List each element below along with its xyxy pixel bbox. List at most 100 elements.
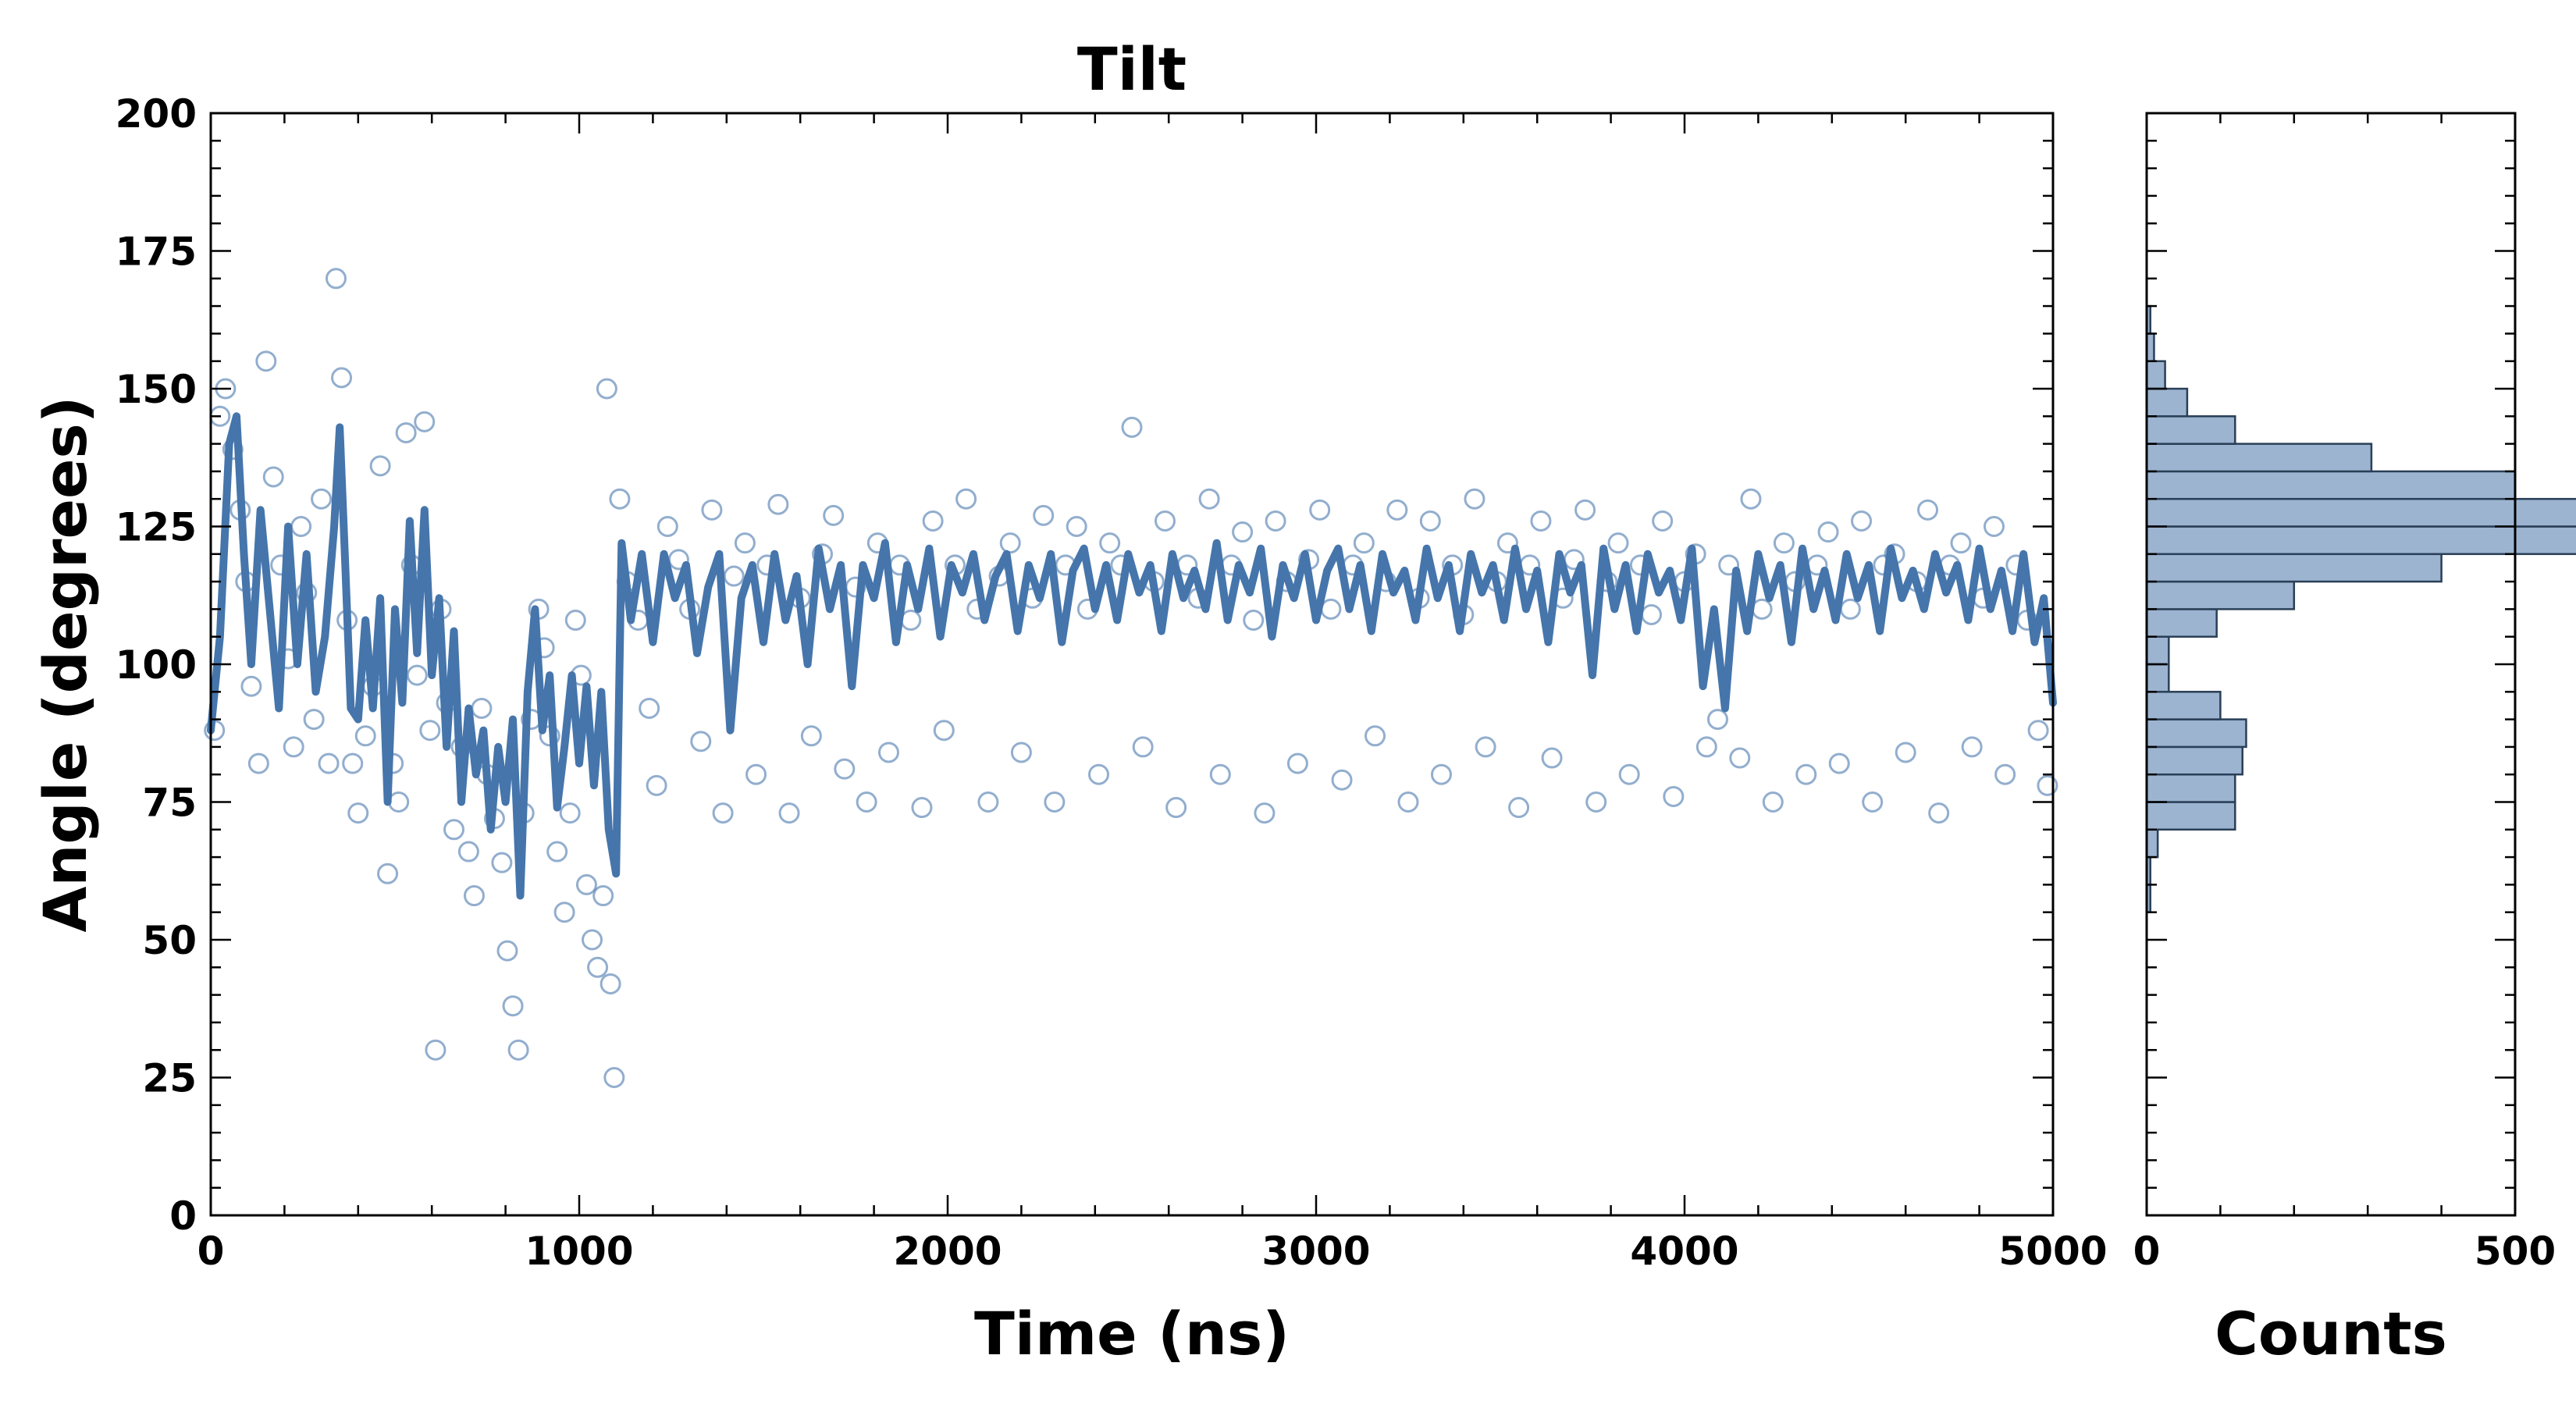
histogram-bar	[2145, 691, 2222, 720]
scatter-point	[1862, 791, 1884, 813]
scatter-point	[823, 504, 845, 526]
scatter-point	[911, 797, 933, 819]
scatter-point	[262, 466, 284, 488]
histogram-bar	[2145, 635, 2170, 666]
x-tick-label: 4000	[1630, 1229, 1738, 1274]
y-tick-label: 50	[142, 918, 197, 963]
scatter-point	[1773, 532, 1795, 554]
scatter-point	[377, 863, 399, 884]
x-tick-label: 2000	[893, 1229, 1002, 1274]
scatter-point	[443, 819, 465, 841]
x-tick-label: 1000	[525, 1229, 633, 1274]
scatter-point	[723, 565, 745, 587]
scatter-point	[1663, 785, 1685, 807]
scatter-point	[1917, 499, 1939, 521]
scatter-point	[712, 802, 734, 824]
scatter-point	[1121, 416, 1143, 438]
histogram-bar	[2145, 745, 2243, 776]
scatter-point	[240, 675, 262, 697]
histogram-bars	[2145, 304, 2576, 913]
scatter-point	[656, 516, 678, 537]
scatter-point	[1464, 488, 1485, 510]
scatter-point	[331, 367, 353, 389]
scatter-point	[1265, 510, 1286, 532]
scatter-point	[1066, 516, 1087, 537]
scatter-point	[933, 720, 955, 742]
scatter-point	[1254, 802, 1276, 824]
scatter-point	[564, 610, 586, 631]
scatter-point	[1232, 521, 1254, 543]
scatter-point	[1475, 736, 1496, 758]
scatter-point	[1320, 598, 1342, 620]
scatter-point	[1530, 510, 1552, 532]
scatter-point	[834, 758, 856, 780]
scatter-point	[369, 455, 391, 477]
scatter-point	[1397, 791, 1419, 813]
main-axis-ticks	[209, 112, 2055, 1217]
scatter-point	[1762, 791, 1784, 813]
scatter-point	[1574, 499, 1596, 521]
scatter-point	[1099, 532, 1121, 554]
scatter-point	[1729, 747, 1751, 769]
scatter-point	[596, 378, 617, 400]
scatter-point	[496, 940, 518, 962]
scatter-point	[457, 841, 479, 863]
scatter-point	[1496, 532, 1518, 554]
time-series-chart: Tilt 0 1000 2000 3000 4000 5000 0 25 50 75 100 125…	[30, 34, 2108, 1368]
y-tick-label: 25	[142, 1056, 197, 1101]
scatter-point	[491, 852, 513, 873]
scatter-point	[1607, 532, 1629, 554]
scatter-point	[1851, 510, 1873, 532]
histogram-bar	[2145, 387, 2189, 418]
scatter-point	[701, 499, 723, 521]
y-tick-label: 0	[169, 1193, 197, 1239]
scatter-point	[1718, 554, 1740, 576]
scatter-point	[255, 350, 277, 372]
scatter-point	[609, 488, 631, 510]
scatter-point	[1652, 510, 1674, 532]
histogram-bar	[2145, 497, 2576, 528]
scatter-point	[999, 532, 1021, 554]
scatter-point	[1033, 504, 1055, 526]
scatter-point	[1044, 791, 1066, 813]
y-tick-label: 175	[116, 229, 197, 275]
scatter-point	[1695, 736, 1717, 758]
scatter-point	[1386, 499, 1408, 521]
scatter-point	[1243, 610, 1265, 631]
scatter-point	[900, 610, 922, 631]
y-axis-label: Angle (degrees)	[30, 396, 100, 932]
scatter-point	[1286, 752, 1308, 774]
scatter-point	[922, 510, 944, 532]
main-plot-frame	[209, 112, 2055, 1217]
scatter-point	[406, 664, 428, 686]
scatter-point	[546, 841, 568, 863]
y-tick-label: 100	[116, 642, 197, 688]
scatter-point	[587, 956, 609, 978]
histogram-bar	[2145, 718, 2247, 749]
scatter-point	[507, 1039, 529, 1061]
scatter-point	[1751, 598, 1773, 620]
scatter-point	[955, 488, 977, 510]
scatter-point	[1928, 802, 1950, 824]
scatter-point	[1198, 488, 1220, 510]
histogram-x-tick-label: 0	[2133, 1229, 2161, 1274]
histogram-axis-ticks	[2145, 112, 2517, 1217]
x-axis-label: Time (ns)	[974, 1299, 1290, 1368]
histogram-bar	[2145, 608, 2218, 638]
scatter-point	[1364, 725, 1386, 747]
scatter-point	[425, 1039, 447, 1061]
scatter-point	[1895, 742, 1916, 763]
scatter-point	[592, 885, 614, 907]
scatter-point	[600, 973, 621, 994]
y-tick-label: 200	[116, 91, 197, 137]
scatter-point	[388, 791, 410, 813]
scatter-point	[646, 774, 667, 796]
x-tick-label: 0	[197, 1229, 225, 1274]
histogram-chart: 0 500 Counts	[2133, 112, 2576, 1368]
scatter-point	[745, 763, 767, 785]
scatter-point	[1132, 736, 1154, 758]
scatter-point	[395, 422, 417, 443]
x-tick-label: 3000	[1261, 1229, 1370, 1274]
scatter-point	[1994, 763, 2016, 785]
scatter-point	[1154, 510, 1176, 532]
